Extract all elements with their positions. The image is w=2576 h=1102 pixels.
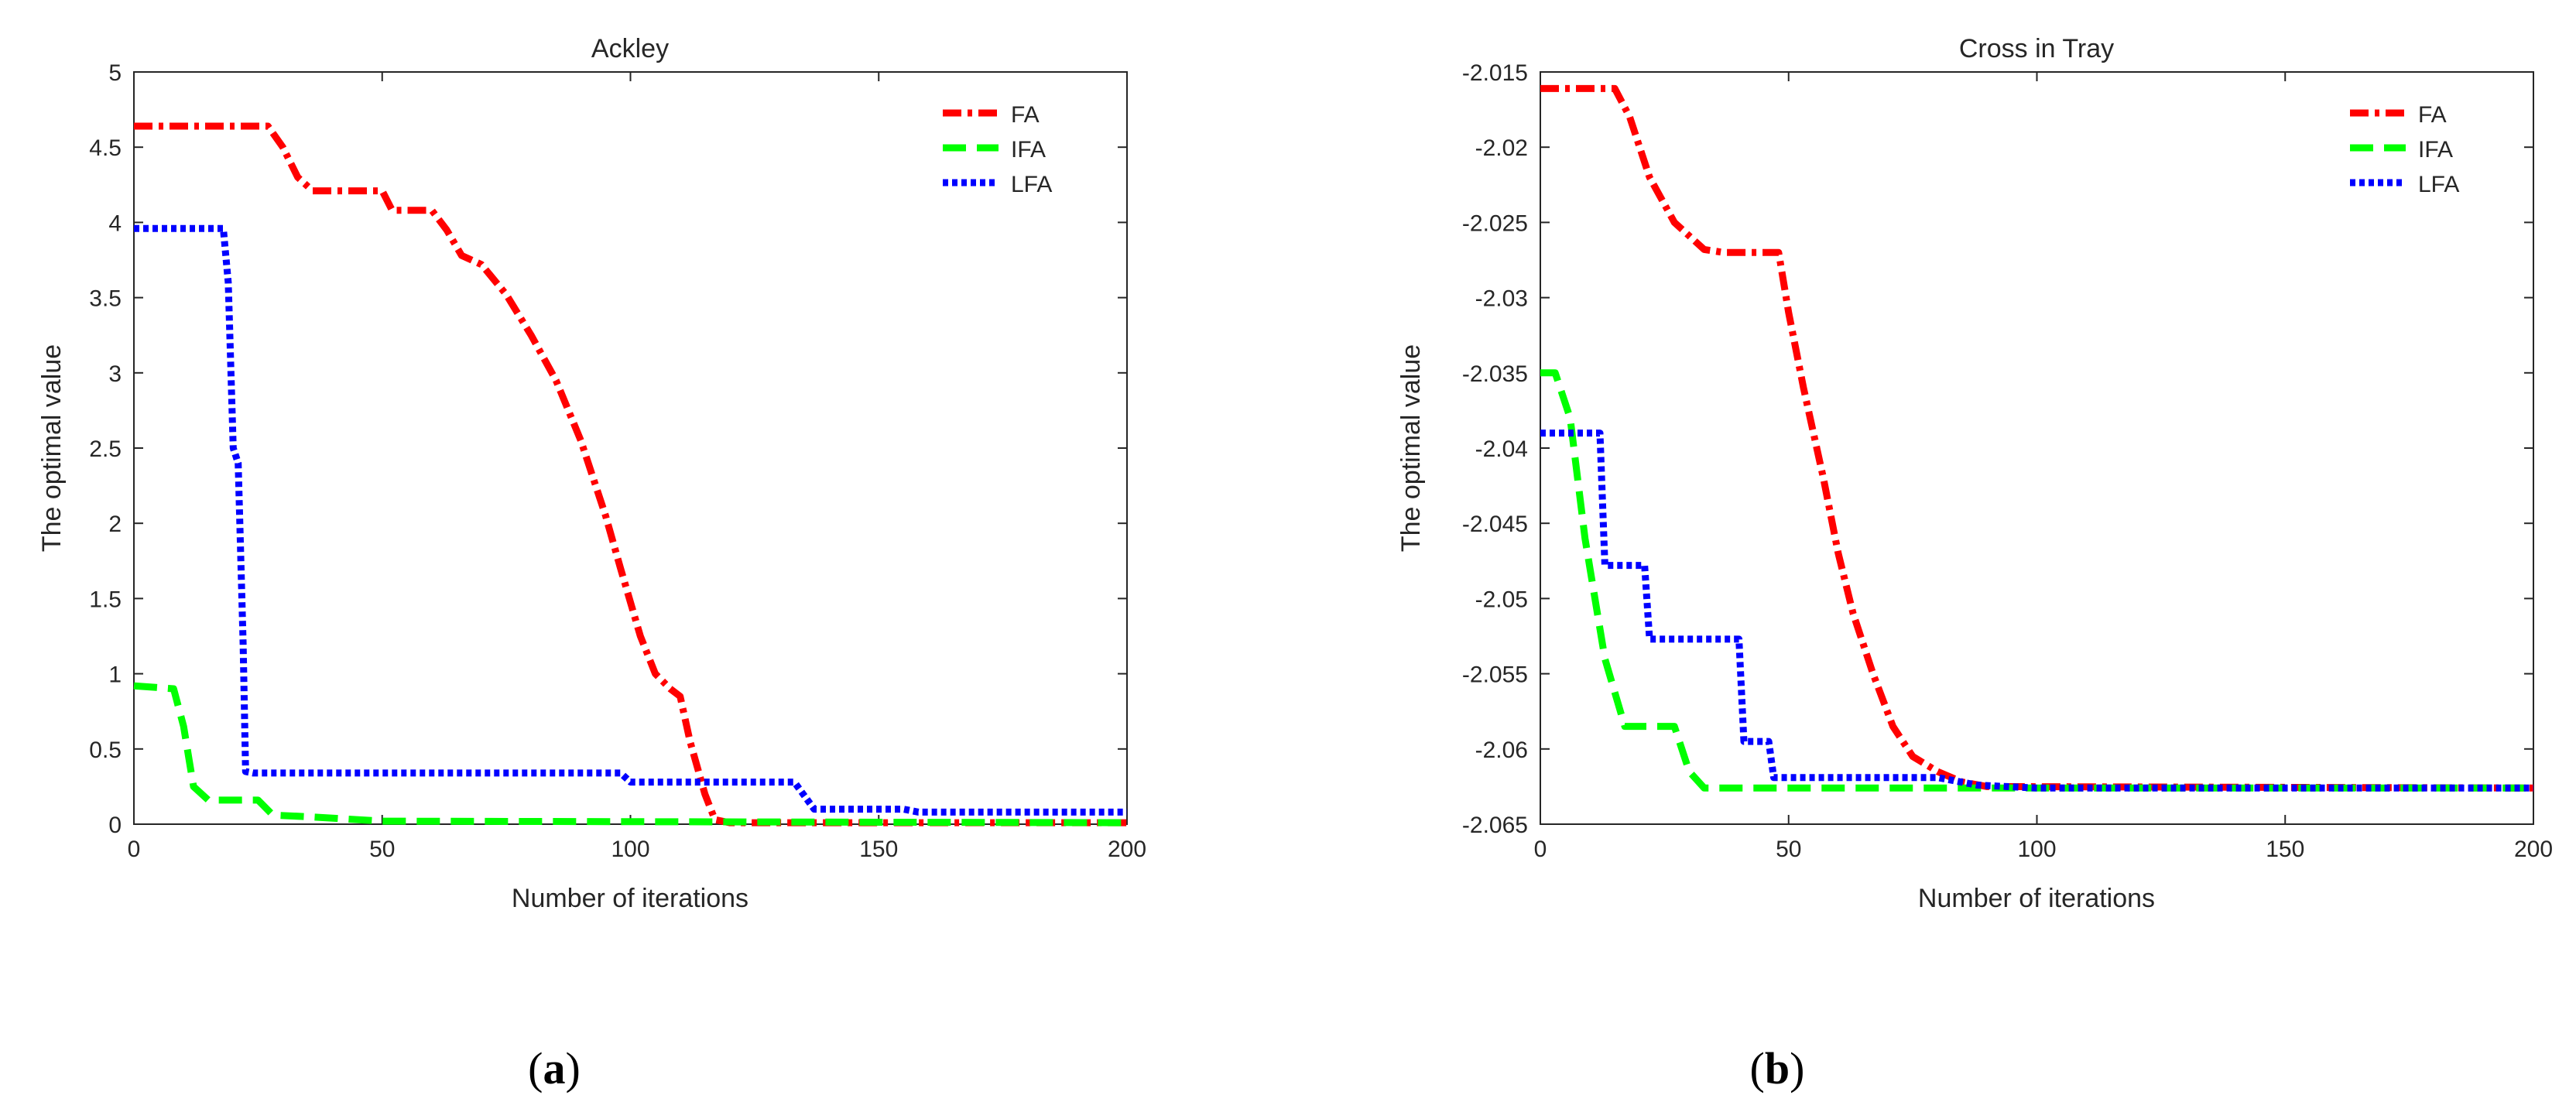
panel-letter: b [1765, 1043, 1790, 1093]
x-tick-label: 0 [1534, 837, 1547, 862]
panel-caption: (b) [1750, 1043, 1805, 1093]
x-tick-label: 50 [369, 837, 395, 862]
x-tick-label: 50 [1776, 837, 1801, 862]
y-tick-label: -2.03 [1475, 286, 1528, 312]
y-tick-label: -2.04 [1475, 436, 1528, 462]
legend-label-ifa: IFA [2418, 137, 2453, 163]
axis-ticks: 0 50 100 150 200 -2.065 -2.06 -2.055 -2.05 -2.045… [1462, 60, 2553, 862]
chart-ackley: Ackley Number of iterations The optimal … [37, 34, 1146, 1093]
y-tick-label: 3 [108, 361, 122, 387]
chart-title: Ackley [591, 34, 669, 63]
legend-label-ifa: IFA [1011, 137, 1046, 163]
y-tick-label: -2.045 [1462, 512, 1528, 537]
y-axis-label: The optimal value [1396, 344, 1426, 552]
y-tick-label: -2.025 [1462, 210, 1528, 236]
plot-area [1540, 71, 2534, 825]
y-tick-label: -2.055 [1462, 662, 1528, 688]
chart-title: Cross in Tray [1959, 34, 2114, 63]
y-axis-label: The optimal value [37, 344, 67, 552]
y-tick-label: 4 [108, 210, 122, 236]
axis-ticks: 0 50 100 150 200 0 0.5 1 1.5 2 2.5 3 3.5 4 4.5 5 [89, 60, 1146, 862]
y-tick-label: -2.05 [1475, 587, 1528, 612]
y-tick-label: 0 [108, 813, 122, 838]
legend-label-lfa: LFA [2418, 172, 2459, 197]
x-tick-label: 200 [2514, 837, 2553, 862]
y-tick-label: -2.035 [1462, 361, 1528, 387]
y-tick-label: 4.5 [89, 135, 122, 161]
legend: FA IFA LFA [2350, 102, 2459, 197]
y-tick-label: -2.065 [1462, 813, 1528, 838]
legend-label-fa: FA [2418, 102, 2447, 128]
series-line-lfa [134, 224, 1127, 816]
y-tick-label: -2.06 [1475, 738, 1528, 763]
x-axis-label: Number of iterations [1918, 884, 2155, 913]
series-line-fa [134, 122, 1127, 826]
y-tick-label: 1 [108, 662, 122, 688]
series-line-lfa [1540, 430, 2533, 792]
series-line-fa [1540, 84, 2534, 792]
x-tick-label: 100 [2017, 837, 2056, 862]
x-tick-label: 100 [611, 837, 649, 862]
x-tick-label: 150 [2266, 837, 2304, 862]
panel-letter: a [543, 1043, 566, 1093]
x-tick-label: 0 [128, 837, 141, 862]
series-line-ifa [1540, 369, 2533, 792]
y-tick-label: 1.5 [89, 587, 122, 612]
x-axis-label: Number of iterations [512, 884, 748, 913]
series-group [133, 122, 1128, 826]
legend-label-lfa: LFA [1011, 172, 1052, 197]
series-line-ifa [133, 682, 1128, 826]
y-tick-label: 3.5 [89, 286, 122, 312]
chart-cross-in-tray: Cross in Tray Number of iterations The o… [1396, 34, 2553, 1093]
legend: FA IFA LFA [943, 102, 1052, 197]
y-tick-label: 2 [108, 512, 122, 537]
series-group [1540, 84, 2534, 792]
x-tick-label: 150 [859, 837, 898, 862]
y-tick-label: 0.5 [89, 738, 122, 763]
legend-label-fa: FA [1011, 102, 1040, 128]
y-tick-label: -2.015 [1462, 60, 1528, 86]
x-tick-label: 200 [1108, 837, 1146, 862]
y-tick-label: -2.02 [1475, 135, 1528, 161]
plot-area [133, 71, 1128, 825]
panel-caption: (a) [528, 1043, 581, 1093]
y-tick-label: 5 [108, 60, 122, 86]
y-tick-label: 2.5 [89, 436, 122, 462]
